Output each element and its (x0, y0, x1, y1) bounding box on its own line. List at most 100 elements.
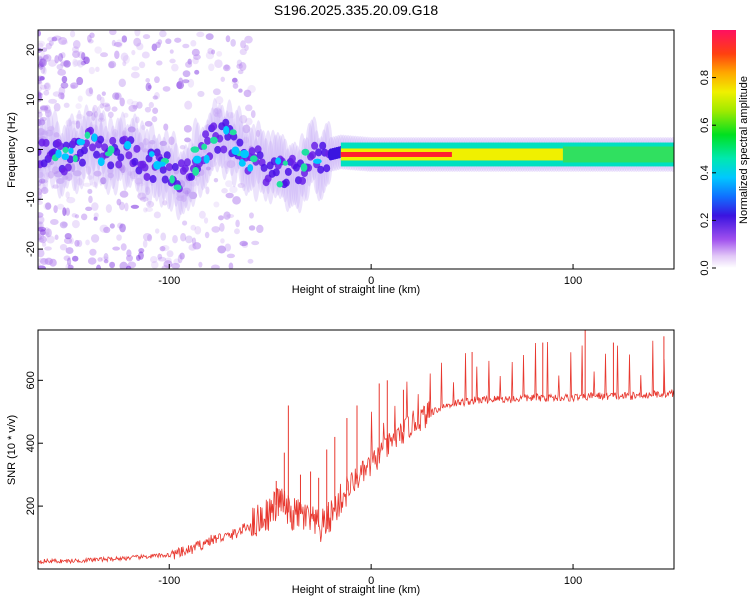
ridge-peak (148, 151, 155, 157)
ridge-cell (187, 172, 195, 181)
noise-speckle (145, 78, 151, 83)
noise-speckle (146, 141, 154, 149)
noise-speckle (43, 82, 50, 90)
noise-speckle (250, 110, 256, 119)
noise-speckle (216, 51, 223, 57)
noise-speckle (99, 224, 109, 233)
noise-speckle (222, 64, 231, 72)
noise-speckle (122, 60, 127, 67)
noise-speckle (43, 90, 50, 96)
ridge-peak (238, 159, 246, 167)
noise-speckle (234, 228, 240, 235)
noise-speckle (231, 79, 240, 85)
ridge-peak (61, 153, 69, 161)
noise-speckle (38, 63, 43, 68)
noise-speckle (45, 129, 54, 137)
noise-speckle (166, 250, 174, 258)
ridge-peak (91, 133, 98, 142)
ridge-peak (107, 145, 115, 154)
noise-speckle (207, 47, 214, 55)
colorbar-label: Normalized spectral amplitude (738, 76, 750, 224)
noise-speckle (65, 191, 70, 199)
ridge-peak (192, 155, 202, 164)
noise-speckle (142, 148, 149, 153)
noise-speckle (162, 86, 171, 92)
noise-speckle (92, 181, 98, 188)
noise-speckle (192, 242, 202, 250)
noise-speckle (88, 87, 93, 95)
noise-speckle (130, 127, 136, 133)
noise-speckle (53, 205, 58, 214)
ridge-peak (169, 175, 175, 184)
noise-speckle (182, 70, 191, 78)
noise-speckle (44, 246, 52, 251)
noise-speckle (203, 217, 209, 224)
noise-speckle (148, 101, 154, 109)
y-tick-label: -20 (25, 241, 37, 257)
noise-speckle (245, 117, 253, 126)
noise-speckle (57, 69, 67, 76)
noise-speckle (109, 223, 115, 229)
noise-speckle (109, 30, 117, 36)
noise-speckle (38, 111, 43, 118)
noise-speckle (216, 108, 223, 118)
y-tick-label: 20 (25, 44, 37, 56)
noise-speckle (163, 260, 173, 268)
noise-speckle (119, 97, 125, 107)
noise-speckle (100, 52, 109, 58)
noise-speckle (198, 210, 206, 219)
ridge-cell (214, 145, 222, 154)
noise-speckle (45, 232, 50, 238)
ridge-peak (301, 148, 310, 156)
noise-speckle (239, 48, 247, 56)
noise-speckle (229, 186, 238, 194)
ridge-peak (250, 155, 258, 163)
ridge-cell (248, 147, 256, 156)
noise-speckle (111, 129, 119, 138)
noise-speckle (94, 46, 102, 54)
noise-speckle (236, 63, 243, 69)
noise-speckle (50, 218, 59, 225)
ridge-cell (202, 130, 210, 139)
noise-speckle (53, 103, 61, 112)
noise-speckle (99, 112, 104, 121)
noise-speckle (178, 77, 183, 84)
colorbar-tick-label: 0.4 (699, 165, 711, 180)
noise-speckle (232, 83, 239, 89)
noise-speckle (87, 39, 94, 44)
ridge-cell (131, 157, 139, 166)
noise-speckle (128, 104, 138, 112)
ridge-cell (163, 151, 171, 160)
noise-speckle (147, 85, 152, 90)
x-tick-label: 100 (564, 275, 582, 287)
noise-speckle (123, 112, 129, 118)
noise-speckle (237, 69, 244, 75)
ridge-peak (247, 164, 254, 172)
noise-speckle (118, 78, 127, 88)
ridge-cell (143, 172, 151, 181)
ridge-peak (173, 184, 182, 191)
noise-speckle (220, 238, 225, 244)
noise-speckle (66, 257, 72, 266)
colorbar-tick-label: 0.2 (699, 213, 711, 228)
ridge-cell (317, 165, 325, 174)
noise-speckle (117, 222, 123, 229)
noise-speckle (225, 35, 231, 43)
noise-speckle (53, 132, 60, 138)
noise-speckle (90, 234, 100, 243)
noise-speckle (251, 240, 260, 246)
noise-speckle (38, 42, 44, 49)
noise-speckle (38, 180, 42, 186)
noise-speckle (230, 38, 236, 47)
noise-speckle (238, 62, 247, 71)
noise-speckle (103, 259, 109, 264)
noise-speckle (38, 79, 42, 85)
y-tick-label: 400 (25, 434, 37, 452)
noise-speckle (72, 58, 78, 68)
noise-speckle (91, 202, 99, 211)
noise-speckle (51, 166, 60, 174)
noise-speckle (74, 214, 80, 219)
noise-speckle (224, 64, 230, 70)
ridge-peak (313, 158, 322, 164)
noise-speckle (60, 52, 66, 59)
